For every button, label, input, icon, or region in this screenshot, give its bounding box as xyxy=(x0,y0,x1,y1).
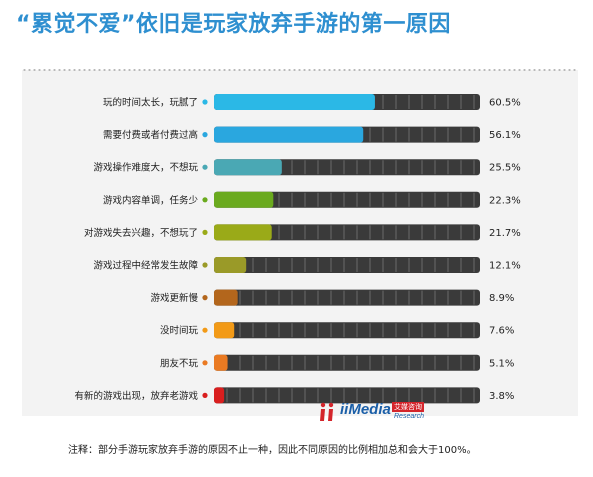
data-label: 25.5% xyxy=(489,163,521,174)
data-label: 56.1% xyxy=(489,130,521,141)
category-dot xyxy=(202,197,208,203)
data-label: 60.5% xyxy=(489,98,521,109)
bar-track xyxy=(214,191,480,208)
logo-cn: 艾媒咨询 xyxy=(392,402,424,412)
category-dot xyxy=(202,360,208,366)
footnote: 注释：部分手游玩家放弃手游的原因不止一种，因此不同原因的比例相加总和会大于100… xyxy=(68,445,477,456)
data-label: 22.3% xyxy=(489,195,521,206)
panel-dotted-border xyxy=(22,68,578,72)
category-label: 没时间玩 xyxy=(160,325,199,337)
category-label: 玩的时间太长，玩腻了 xyxy=(103,97,198,109)
bar xyxy=(214,387,225,404)
category-dot xyxy=(202,164,208,170)
category-label: 游戏内容单调，任务少 xyxy=(103,194,199,206)
bar-track xyxy=(214,257,480,273)
category-dot xyxy=(202,327,208,333)
category-label: 有新的游戏出现，放弃老游戏 xyxy=(74,390,198,402)
bar-track xyxy=(214,322,480,339)
category-dot xyxy=(202,132,208,138)
category-dot xyxy=(202,392,208,398)
bar-track xyxy=(214,354,480,371)
bar xyxy=(214,159,282,176)
bar xyxy=(214,191,274,208)
category-label: 游戏更新慢 xyxy=(150,292,198,304)
bar xyxy=(214,354,228,371)
data-label: 12.1% xyxy=(489,261,521,272)
data-label: 3.8% xyxy=(489,391,514,402)
data-label: 21.7% xyxy=(489,228,521,239)
bar xyxy=(214,257,247,273)
bar xyxy=(214,322,235,339)
bar xyxy=(214,224,272,241)
data-label: 5.1% xyxy=(489,358,514,369)
category-dot xyxy=(202,295,208,301)
logo-word: iiMedia xyxy=(340,401,391,418)
category-dot xyxy=(202,262,208,268)
category-dot xyxy=(202,229,208,235)
category-label: 对游戏失去兴趣，不想玩了 xyxy=(84,227,198,239)
data-label: 7.6% xyxy=(489,326,514,337)
data-label: 8.9% xyxy=(489,293,514,304)
iimedia-logo: iiMedia 艾媒咨询 Research xyxy=(318,400,428,424)
logo-en: Research xyxy=(394,413,424,420)
bar-track xyxy=(214,387,480,404)
category-dot xyxy=(202,99,208,105)
category-label: 朋友不玩 xyxy=(160,357,199,369)
page-title: “累觉不爱”依旧是玩家放弃手游的第一原因 xyxy=(16,12,451,37)
category-label: 游戏操作难度大，不想玩 xyxy=(93,162,198,174)
logo-mark-icon xyxy=(320,402,334,421)
category-label: 需要付费或者付费过高 xyxy=(103,129,198,141)
bar xyxy=(214,94,375,110)
bar xyxy=(214,289,238,306)
bar-track xyxy=(214,224,480,241)
category-label: 游戏过程中经常发生故障 xyxy=(93,260,198,272)
bar xyxy=(214,126,364,143)
bar-track xyxy=(214,289,480,306)
